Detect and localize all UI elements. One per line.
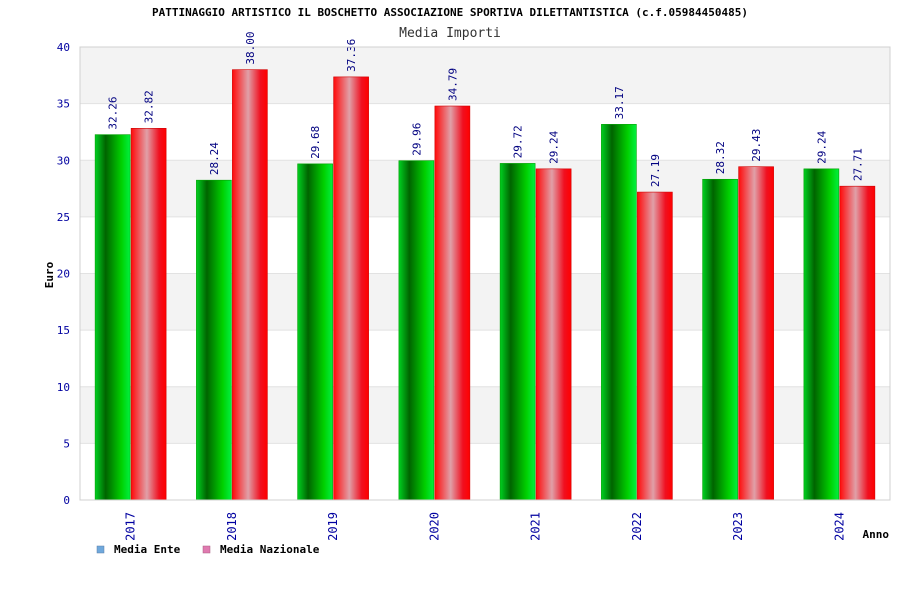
- grid-band: [80, 103, 890, 161]
- data-label: 28.24: [208, 142, 221, 175]
- data-label: 27.71: [851, 148, 864, 181]
- bar-media-nazionale-2021: [535, 168, 572, 501]
- y-axis-label: Euro: [43, 261, 56, 288]
- y-tick-label: 20: [57, 268, 70, 281]
- x-tick-label: 2024: [832, 512, 846, 541]
- legend-swatch-media-nazionale: [202, 545, 211, 554]
- data-label: 38.00: [244, 32, 257, 65]
- x-tick-label: 2023: [731, 512, 745, 541]
- data-label: 33.17: [613, 86, 626, 119]
- chart-title: PATTINAGGIO ARTISTICO IL BOSCHETTO ASSOC…: [152, 6, 748, 19]
- data-label: 27.19: [649, 154, 662, 187]
- legend-label-media-nazionale: Media Nazionale: [220, 543, 320, 556]
- chart-subtitle: Media Importi: [399, 26, 501, 41]
- bar-media-nazionale-2017: [130, 128, 167, 501]
- x-tick-label: 2018: [225, 512, 239, 541]
- bar-media-ente-2023: [702, 178, 738, 501]
- y-tick-label: 30: [57, 154, 70, 167]
- x-tick-label: 2019: [326, 512, 340, 541]
- x-tick-label: 2021: [529, 512, 543, 541]
- y-tick-label: 35: [57, 98, 70, 111]
- bar-media-ente-2020: [398, 160, 435, 501]
- grid-band: [80, 47, 890, 104]
- y-tick-label: 25: [57, 211, 70, 224]
- y-tick-label: 0: [63, 494, 70, 507]
- bar-media-ente-2021: [499, 163, 536, 501]
- y-tick-label: 10: [57, 381, 70, 394]
- y-tick-label: 40: [57, 41, 70, 54]
- bar-media-nazionale-2018: [232, 69, 268, 501]
- x-tick-label: 2017: [124, 512, 138, 541]
- data-label: 37.36: [345, 39, 358, 72]
- data-label: 29.68: [309, 126, 322, 159]
- data-label: 29.24: [815, 130, 828, 163]
- data-label: 29.96: [410, 123, 423, 156]
- legend-label-media-ente: Media Ente: [114, 543, 181, 556]
- bar-media-nazionale-2022: [637, 191, 673, 501]
- data-label: 29.72: [512, 125, 525, 158]
- bar-media-ente-2017: [94, 134, 131, 501]
- bar-media-ente-2022: [601, 124, 637, 501]
- plot-frame: [79, 46, 891, 501]
- data-label: 32.82: [143, 90, 156, 123]
- x-tick-label: 2020: [427, 512, 441, 541]
- data-label: 29.43: [750, 129, 763, 162]
- x-tick-label: 2022: [630, 512, 644, 541]
- data-label: 29.24: [548, 130, 561, 163]
- y-tick-label: 15: [57, 324, 70, 337]
- x-axis-label: Anno: [863, 528, 890, 541]
- bar-media-nazionale-2020: [434, 105, 471, 501]
- bar-media-nazionale-2023: [738, 166, 774, 501]
- y-tick-label: 5: [63, 437, 70, 450]
- legend: Media Ente Media Nazionale: [96, 543, 320, 556]
- data-label: 32.26: [107, 97, 120, 130]
- legend-swatch-media-ente: [96, 545, 105, 554]
- bar-media-nazionale-2024: [839, 185, 876, 501]
- data-label: 28.32: [714, 141, 727, 174]
- data-label: 34.79: [446, 68, 459, 101]
- bar-media-ente-2018: [196, 179, 232, 501]
- bar-media-nazionale-2019: [333, 76, 369, 501]
- bar-media-ente-2019: [297, 163, 333, 501]
- bar-media-ente-2024: [803, 168, 840, 501]
